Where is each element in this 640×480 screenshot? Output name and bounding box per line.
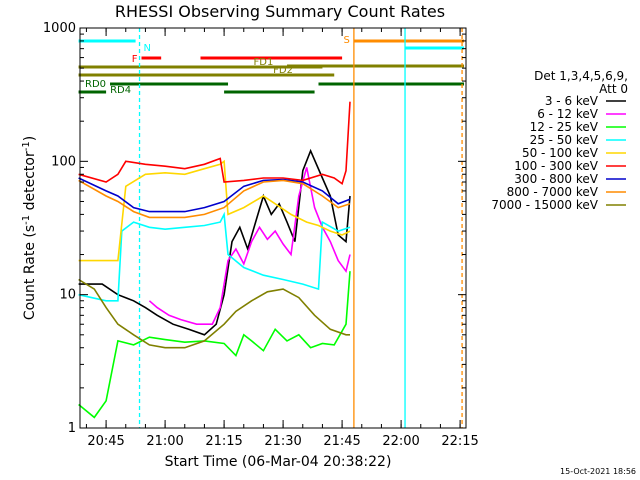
x-tick-label: 22:15 (441, 434, 478, 449)
y-tick-label: 100 (51, 154, 76, 169)
y-axis-label-sup2: -1 (21, 141, 32, 151)
legend-entry-label: 7000 - 15000 keV (491, 198, 598, 212)
event-lines-group: NS (78, 28, 465, 428)
event-label: N (144, 43, 151, 54)
plot-frame (79, 27, 467, 429)
flag-label: RD0 (85, 79, 106, 90)
flag-label: FD2 (273, 65, 293, 76)
legend-entry-label: 25 - 50 keV (530, 133, 599, 147)
legend-header-line2: Att 0 (599, 82, 628, 96)
y-axis-label-main: Count Rate (s (22, 225, 38, 320)
series-line (78, 101, 351, 186)
x-tick-label: 21:00 (146, 434, 183, 449)
legend-entry-label: 50 - 100 keV (522, 146, 599, 160)
series-group (78, 101, 351, 419)
legend-entry-label: 3 - 6 keV (545, 94, 599, 108)
series-line (78, 211, 351, 302)
x-axis: 20:45 21:00 21:15 21:30 21:45 22:00 22:15 (85, 28, 479, 449)
series-line (78, 148, 351, 336)
y-tick-label: 1 (68, 421, 76, 436)
series-line (78, 271, 351, 419)
flag-label: FD1 (254, 57, 274, 68)
series-line (78, 177, 351, 213)
legend-entry-label: 300 - 800 keV (514, 172, 598, 186)
legend-entry-label: 12 - 25 keV (530, 120, 599, 134)
timestamp-stamp: 15-Oct-2021 18:56 (560, 467, 636, 476)
event-label: S (344, 35, 350, 46)
y-axis-label-end: ) (22, 136, 38, 141)
x-tick-label: 21:45 (323, 434, 360, 449)
series-line (78, 179, 351, 219)
series-line (148, 167, 351, 326)
y-axis: 1 10 100 1000 (43, 21, 466, 436)
flag-label: RD4 (110, 85, 131, 96)
x-tick-label: 21:15 (205, 434, 242, 449)
y-axis-label-sup: -1 (21, 215, 32, 225)
chart-title: RHESSI Observing Summary Count Rates (115, 2, 445, 21)
legend-entry-label: 800 - 7000 keV (507, 185, 599, 199)
series-line (78, 159, 351, 262)
x-tick-label: 22:00 (382, 434, 419, 449)
legend-header-line1: Det 1,3,4,5,6,9, (534, 69, 628, 83)
series-line (78, 278, 350, 349)
legend-entry-label: 6 - 12 keV (537, 107, 599, 121)
flag-label: F (132, 54, 138, 65)
y-tick-label: 1000 (43, 21, 76, 36)
y-axis-label: Count Rate (s-1 detector-1) (21, 136, 38, 320)
x-tick-label: 21:30 (264, 434, 301, 449)
x-axis-label: Start Time (06-Mar-04 20:38:22) (165, 454, 392, 470)
y-tick-label: 10 (59, 288, 76, 303)
y-axis-label-tail: detector (22, 151, 38, 215)
x-tick-label: 20:45 (87, 434, 124, 449)
legend-entry-label: 100 - 300 keV (514, 159, 598, 173)
